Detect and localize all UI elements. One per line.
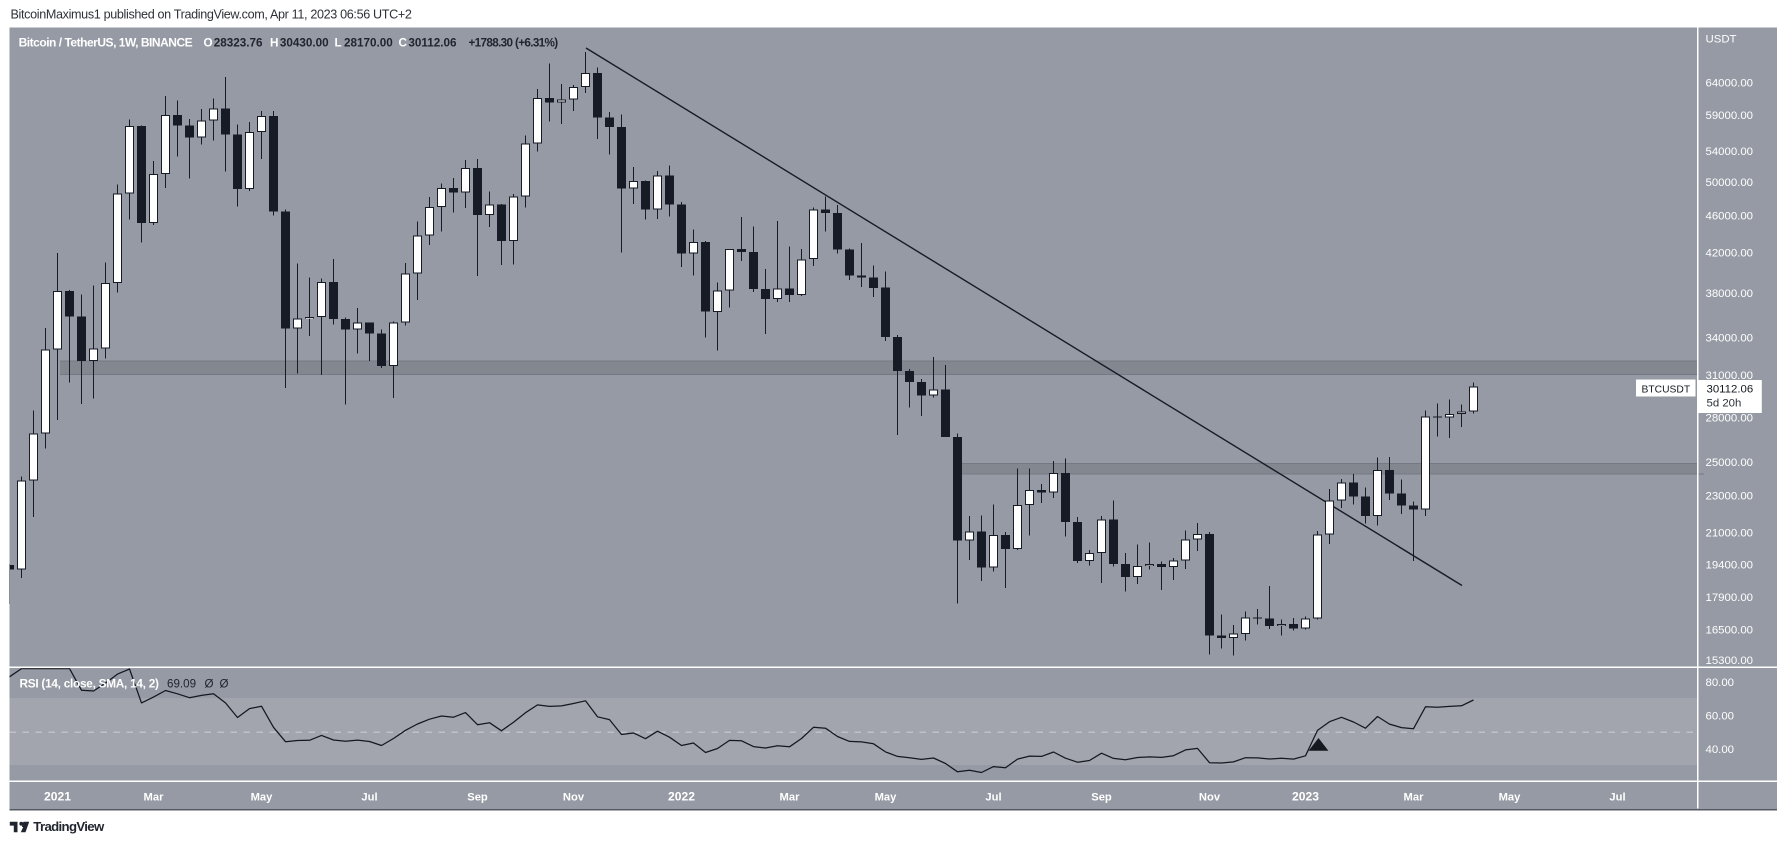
svg-text:USDT: USDT: [1706, 34, 1737, 46]
svg-text:40.00: 40.00: [1706, 744, 1735, 756]
svg-text:25000.00: 25000.00: [1706, 457, 1754, 469]
svg-text:31000.00: 31000.00: [1706, 370, 1754, 382]
svg-text:Sep: Sep: [1091, 791, 1112, 803]
svg-text:Nov: Nov: [563, 791, 585, 803]
svg-text:Jul: Jul: [985, 791, 1001, 803]
svg-text:BitcoinMaximus1 published on T: BitcoinMaximus1 published on TradingView…: [11, 8, 412, 22]
svg-text:80.00: 80.00: [1706, 677, 1735, 689]
svg-text:Jul: Jul: [361, 791, 377, 803]
svg-text:54000.00: 54000.00: [1706, 146, 1754, 158]
svg-text:TradingView: TradingView: [33, 819, 105, 834]
svg-text:May: May: [875, 791, 898, 803]
svg-text:30112.06: 30112.06: [1707, 384, 1754, 396]
svg-text:Jul: Jul: [1609, 791, 1625, 803]
svg-text:Mar: Mar: [780, 791, 801, 803]
svg-text:16500.00: 16500.00: [1706, 625, 1754, 637]
svg-text:17900.00: 17900.00: [1706, 592, 1754, 604]
svg-text:2021: 2021: [44, 789, 71, 803]
svg-text:42000.00: 42000.00: [1706, 247, 1754, 259]
svg-text:2023: 2023: [1292, 789, 1319, 803]
svg-text:19400.00: 19400.00: [1706, 559, 1754, 571]
svg-text:21000.00: 21000.00: [1706, 527, 1754, 539]
svg-text:28000.00: 28000.00: [1706, 413, 1754, 425]
svg-text:23000.00: 23000.00: [1706, 491, 1754, 503]
svg-text:2022: 2022: [668, 789, 695, 803]
svg-text:Sep: Sep: [467, 791, 488, 803]
svg-text:34000.00: 34000.00: [1706, 333, 1754, 345]
svg-text:Mar: Mar: [1404, 791, 1425, 803]
svg-text:RSI (14, close, SMA, 14, 2): RSI (14, close, SMA, 14, 2): [20, 676, 160, 690]
svg-text:Bitcoin / TetherUS, 1W, BINANC: Bitcoin / TetherUS, 1W, BINANCE: [19, 35, 193, 49]
svg-text:64000.00: 64000.00: [1706, 77, 1754, 89]
svg-text:60.00: 60.00: [1706, 710, 1735, 722]
svg-text:May: May: [1499, 791, 1522, 803]
svg-text:Nov: Nov: [1199, 791, 1221, 803]
svg-text:5d 20h: 5d 20h: [1707, 398, 1742, 410]
svg-text:46000.00: 46000.00: [1706, 211, 1754, 223]
svg-text:15300.00: 15300.00: [1706, 655, 1754, 667]
svg-text:59000.00: 59000.00: [1706, 110, 1754, 122]
svg-text:38000.00: 38000.00: [1706, 288, 1754, 300]
svg-text:50000.00: 50000.00: [1706, 177, 1754, 189]
svg-text:BTCUSDT: BTCUSDT: [1641, 384, 1690, 395]
svg-text:May: May: [251, 791, 274, 803]
svg-text:Mar: Mar: [144, 791, 165, 803]
